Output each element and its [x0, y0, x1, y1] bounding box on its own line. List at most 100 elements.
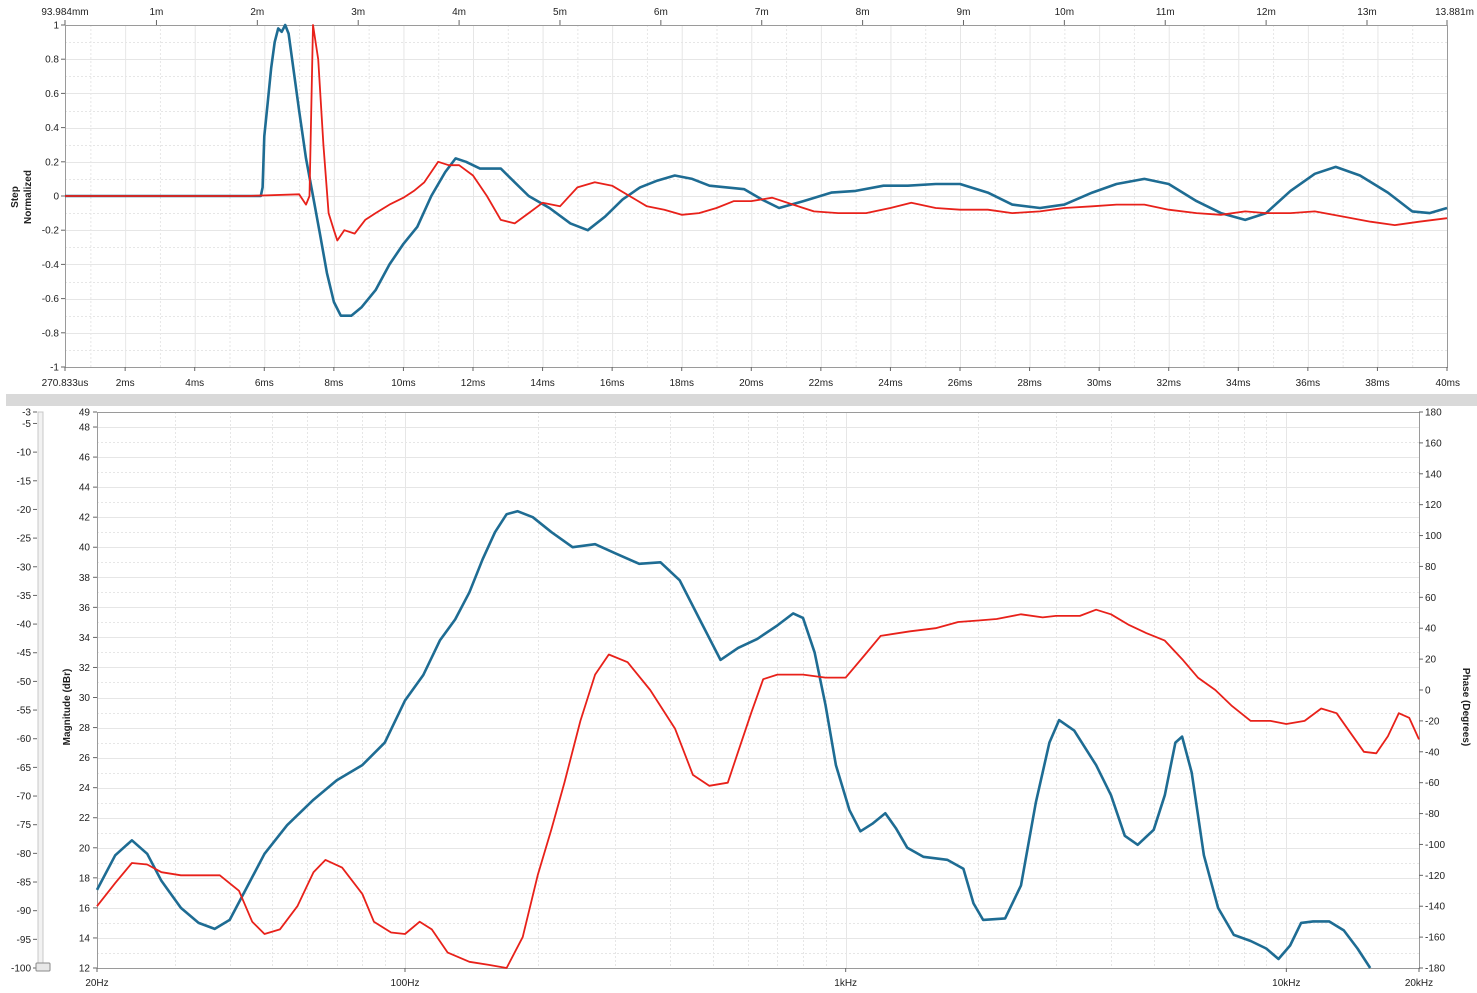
magnitude-tick-label: 40	[79, 543, 91, 554]
step-xtick-label: 22ms	[809, 378, 833, 389]
phase-tick-label: 180	[1425, 408, 1442, 419]
level-scale-tick-label: -80	[17, 849, 32, 860]
step-ytick-label: 0.8	[45, 55, 59, 66]
step-xtick-label: 38ms	[1365, 378, 1389, 389]
level-scale-tick-label: -85	[17, 878, 32, 889]
magnitude-tick-label: 14	[79, 933, 91, 944]
phase-tick-label: 100	[1425, 531, 1442, 542]
step-xtick-label: 30ms	[1087, 378, 1111, 389]
step-xtick-label: 40ms	[1436, 378, 1460, 389]
level-scale-tick-label: -35	[17, 591, 32, 602]
step-xtick-label: 32ms	[1156, 378, 1180, 389]
magnitude-tick-label: 16	[79, 903, 91, 914]
step-ytick-label: -0.6	[42, 294, 60, 305]
phase-tick-label: -120	[1425, 871, 1445, 882]
frequency-response-chart: Magnitude (dBr) Phase (Degrees) 49 48 46 44…	[11, 408, 1471, 990]
window-left-edge	[0, 0, 6, 993]
magnitude-tick-label: 49	[79, 408, 91, 419]
magnitude-tick-label: 28	[79, 723, 91, 734]
step-xtick-label: 6ms	[255, 378, 274, 389]
step-xtick-label: 36ms	[1296, 378, 1320, 389]
magnitude-tick-label: 22	[79, 813, 91, 824]
phase-tick-label: -100	[1425, 840, 1445, 851]
freq-xtick-label: 1kHz	[834, 978, 857, 989]
step-xtick-label: 270.833us	[42, 378, 89, 389]
level-scale-tick-label: -25	[17, 534, 32, 545]
phase-axis-label: Phase (Degrees)	[1460, 668, 1471, 746]
step-xtick-label: 16ms	[600, 378, 624, 389]
step-response-chart: Step Normalized 1 0.8 0.6 0.4 0.2 0 -0.2 -0.4 -0…	[10, 7, 1474, 389]
phase-tick-label: 80	[1425, 562, 1437, 573]
step-ylabel-line1: Step	[10, 186, 21, 208]
phase-tick-label: 120	[1425, 500, 1442, 511]
step-top-tick-label: 11m	[1156, 7, 1175, 18]
level-scale-tick-label: -40	[17, 620, 32, 631]
step-xtick-label: 14ms	[530, 378, 554, 389]
step-ytick-label: 0	[53, 192, 59, 203]
level-scale-tick-label: -5	[22, 419, 31, 430]
magnitude-tick-label: 48	[79, 423, 91, 434]
phase-tick-label: -60	[1425, 778, 1440, 789]
step-ytick-label: -1	[50, 363, 59, 374]
step-ytick-label: -0.4	[42, 260, 60, 271]
magnitude-tick-label: 36	[79, 603, 91, 614]
level-scale-tick-label: -100	[11, 964, 31, 975]
step-ytick-label: 1	[53, 21, 59, 32]
step-xtick-label: 12ms	[461, 378, 485, 389]
magnitude-tick-label: 42	[79, 513, 91, 524]
step-top-tick-label: 8m	[856, 7, 870, 18]
level-scale-tick-label: -75	[17, 820, 32, 831]
freq-xtick-label: 20kHz	[1405, 978, 1433, 989]
phase-tick-label: 160	[1425, 438, 1442, 449]
step-top-tick-label: 3m	[351, 7, 365, 18]
step-xtick-label: 8ms	[324, 378, 343, 389]
level-scale-tick-label: -15	[17, 476, 32, 487]
step-ylabel-line2: Normalized	[23, 170, 34, 224]
magnitude-tick-label: 44	[79, 483, 91, 494]
level-scale-tick-label: -20	[17, 505, 32, 516]
level-scale-tick-label: -70	[17, 792, 32, 803]
phase-series-line	[96, 608, 1420, 969]
step-top-tick-label: 9m	[957, 7, 971, 18]
level-scale-tick-label: -45	[17, 648, 32, 659]
panel-splitter[interactable]	[0, 394, 1477, 406]
magnitude-tick-label: 46	[79, 453, 91, 464]
phase-tick-label: -20	[1425, 716, 1440, 727]
phase-tick-label: 40	[1425, 624, 1437, 635]
magnitude-tick-label: 30	[79, 693, 91, 704]
step-ytick-label: 0.2	[45, 157, 59, 168]
step-top-tick-label: 2m	[250, 7, 264, 18]
step-xtick-label: 4ms	[185, 378, 204, 389]
magnitude-tick-label: 20	[79, 843, 91, 854]
level-scale-tick-label: -90	[17, 906, 32, 917]
step-xtick-label: 28ms	[1017, 378, 1041, 389]
level-scale-tick-label: -3	[22, 408, 31, 419]
step-ytick-label: 0.4	[45, 123, 59, 134]
magnitude-tick-label: 34	[79, 633, 91, 644]
magnitude-tick-label: 12	[79, 964, 91, 975]
step-top-tick-label: 4m	[452, 7, 466, 18]
step-xtick-label: 10ms	[391, 378, 415, 389]
phase-tick-label: 20	[1425, 655, 1437, 666]
step-xtick-label: 24ms	[878, 378, 902, 389]
step-ytick-label: -0.8	[42, 328, 60, 339]
freq-xtick-label: 10kHz	[1272, 978, 1300, 989]
freq-grid	[97, 412, 1420, 969]
step-xtick-label: 2ms	[116, 378, 135, 389]
step-ytick-label: 0.6	[45, 89, 59, 100]
step-top-tick-label: 7m	[755, 7, 769, 18]
phase-tick-label: 0	[1425, 686, 1431, 697]
step-top-tick-label: 13m	[1357, 7, 1376, 18]
freq-plot-area	[97, 412, 1419, 968]
step-top-tick-label: 12m	[1256, 7, 1275, 18]
phase-tick-label: -180	[1425, 964, 1445, 975]
step-series-line-2	[65, 24, 1448, 242]
level-scale-tick-label: -60	[17, 734, 32, 745]
magnitude-tick-label: 26	[79, 753, 91, 764]
step-series-line-1	[65, 23, 1448, 317]
phase-tick-label: 60	[1425, 593, 1437, 604]
level-slider-handle[interactable]	[35, 962, 51, 972]
level-scale-tick-label: -50	[17, 677, 32, 688]
magnitude-tick-label: 24	[79, 783, 91, 794]
step-top-tick-label: 13.881m	[1435, 7, 1474, 18]
